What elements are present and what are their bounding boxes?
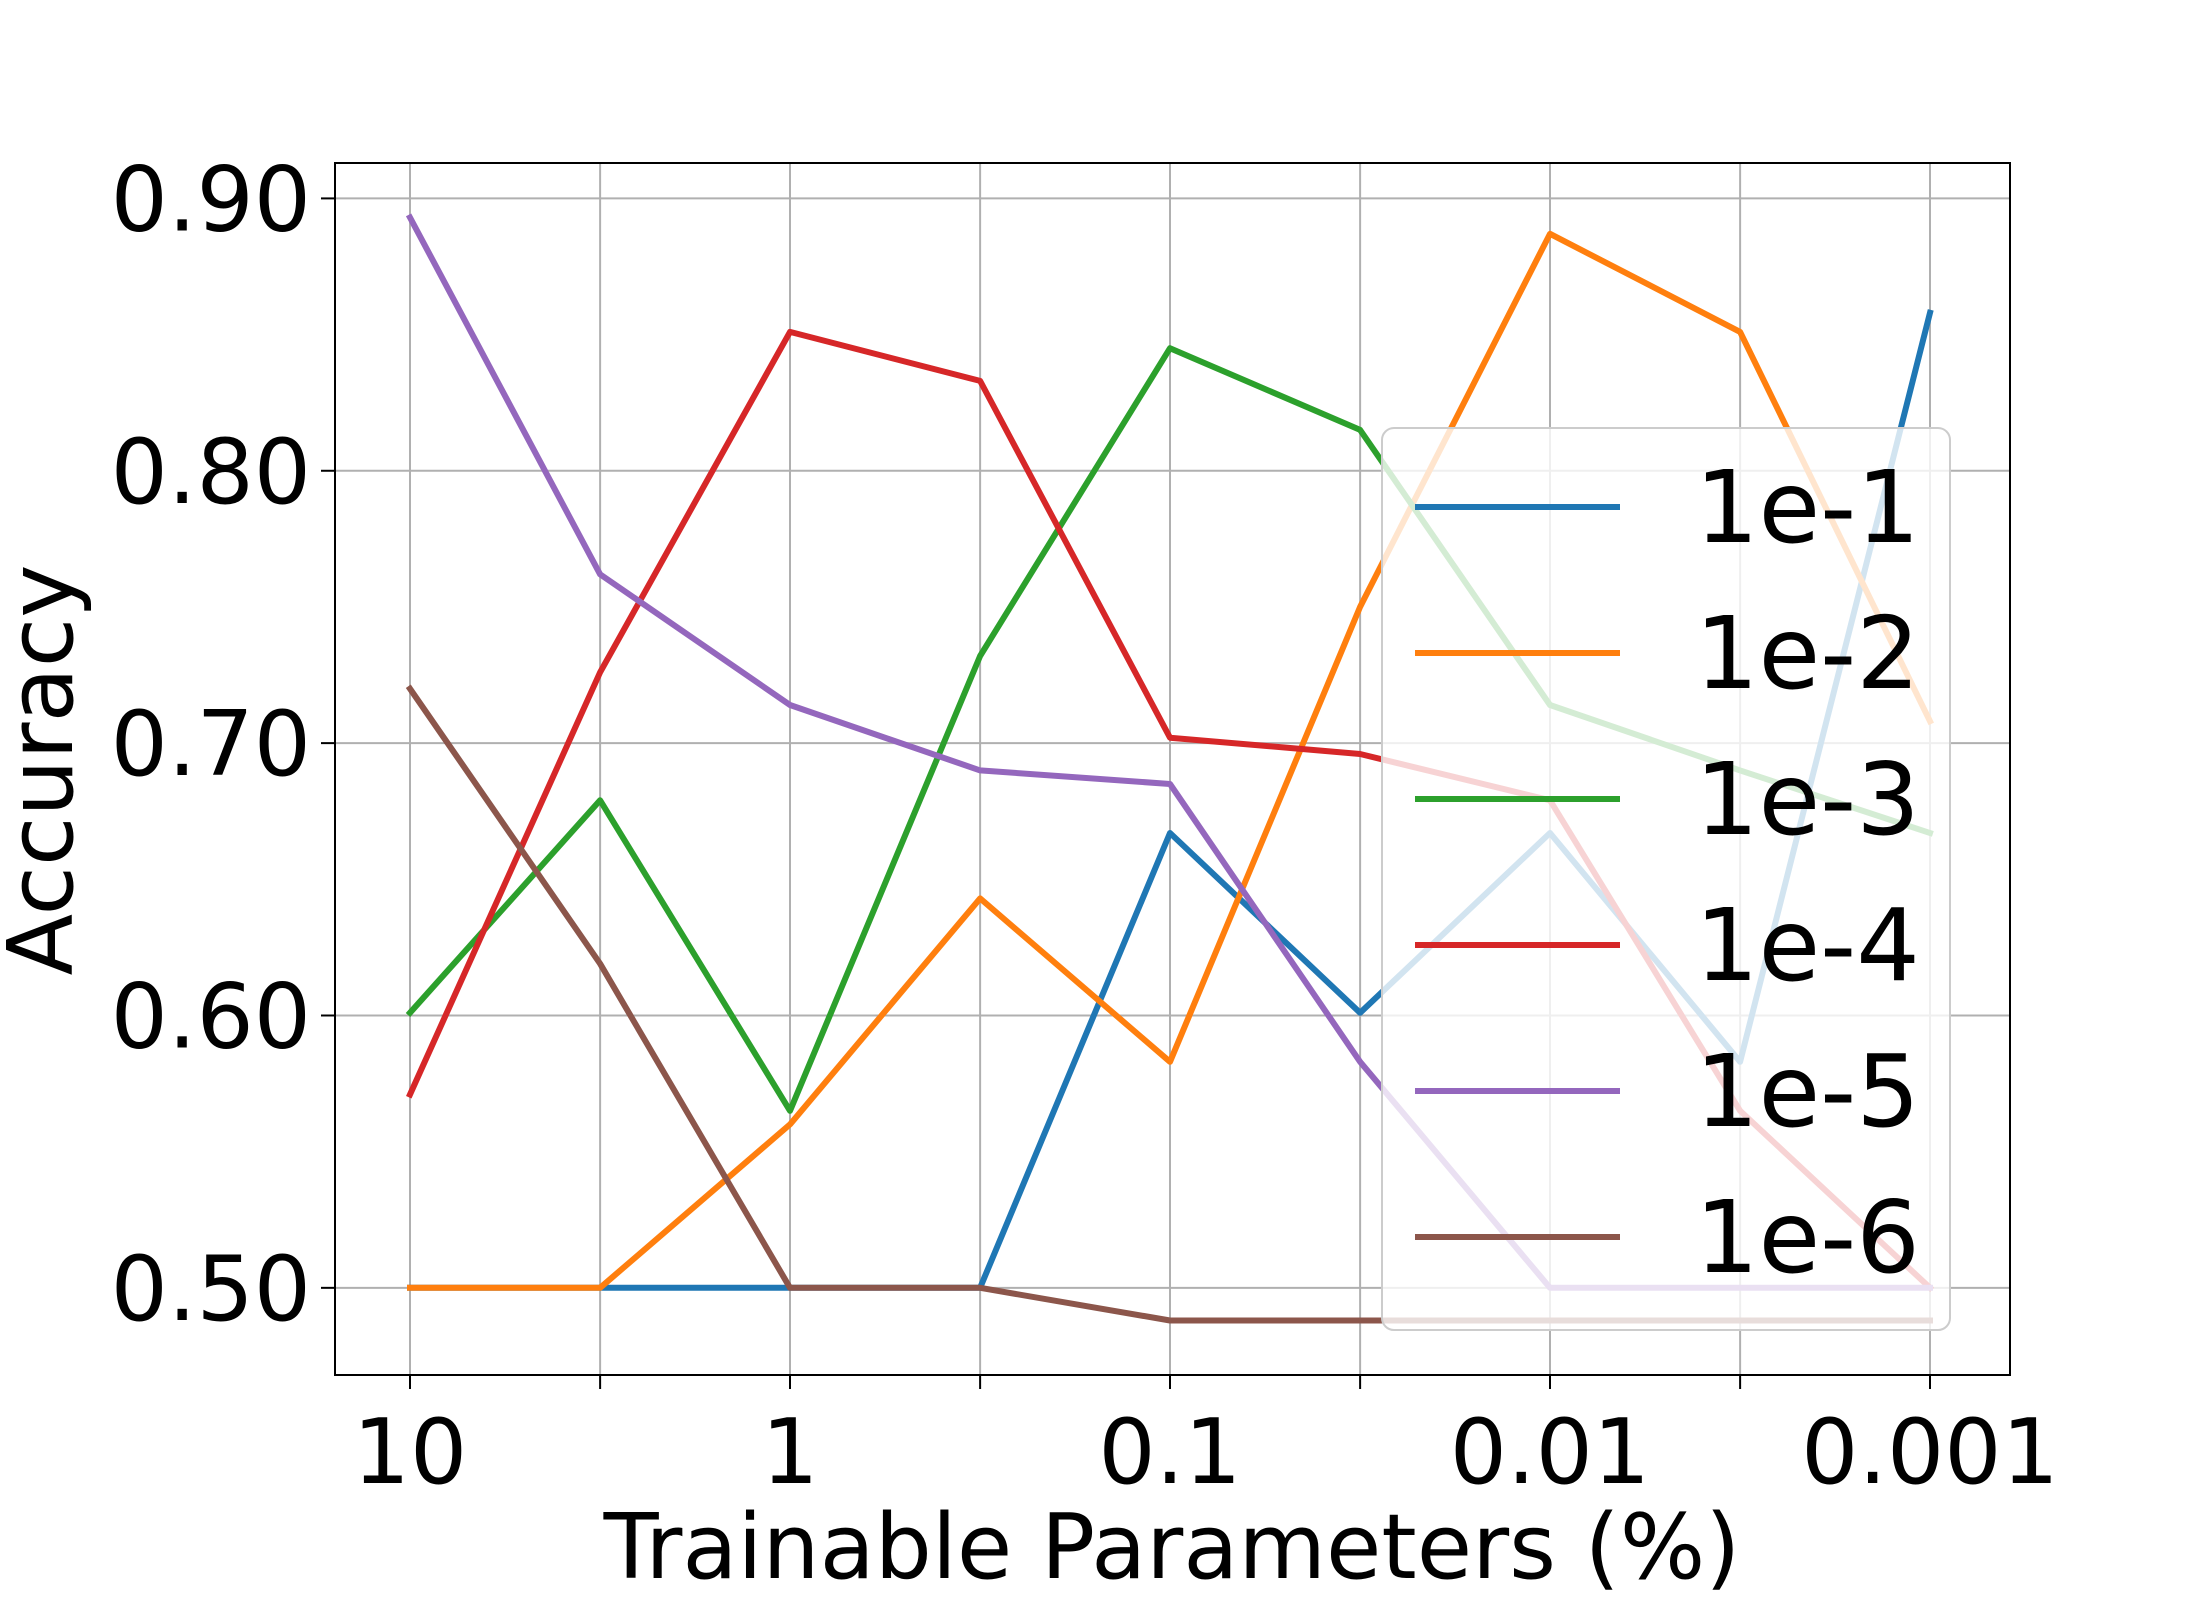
x-axis-label: Trainable Parameters (%): [603, 1495, 1741, 1600]
y-tick-label: 0.70: [111, 692, 311, 797]
x-tick-label: 0.01: [1450, 1400, 1650, 1505]
legend-label: 1e-6: [1695, 1179, 1920, 1296]
x-tick-label: 10: [353, 1400, 468, 1505]
series-line-1e-2: [407, 230, 1935, 1291]
x-tick-label: 0.1: [1098, 1400, 1241, 1505]
axes: 10 1 0.1 0.01 0.001 0.50 0.60 0.70 0.80 0.90: [111, 147, 2059, 1505]
legend-label: 1e-4: [1695, 887, 1920, 1004]
y-tick-label: 0.80: [111, 420, 311, 525]
y-axis-label: Accuracy: [0, 565, 94, 976]
legend-label: 1e-2: [1695, 595, 1920, 712]
legend-label: 1e-5: [1695, 1033, 1920, 1150]
y-tick-label: 0.90: [111, 147, 311, 252]
x-tick-label: 1: [761, 1400, 818, 1505]
legend-label: 1e-3: [1695, 741, 1920, 858]
legend: 1e-1 1e-2 1e-3 1e-4 1e-5 1e-6: [1381, 427, 1951, 1331]
legend-label: 1e-1: [1695, 449, 1920, 566]
plot-area-frame: [334, 162, 2011, 1376]
y-tick-label: 0.60: [111, 964, 311, 1069]
x-tick-label: 0.001: [1801, 1400, 2059, 1505]
y-tick-label: 0.50: [111, 1237, 311, 1342]
